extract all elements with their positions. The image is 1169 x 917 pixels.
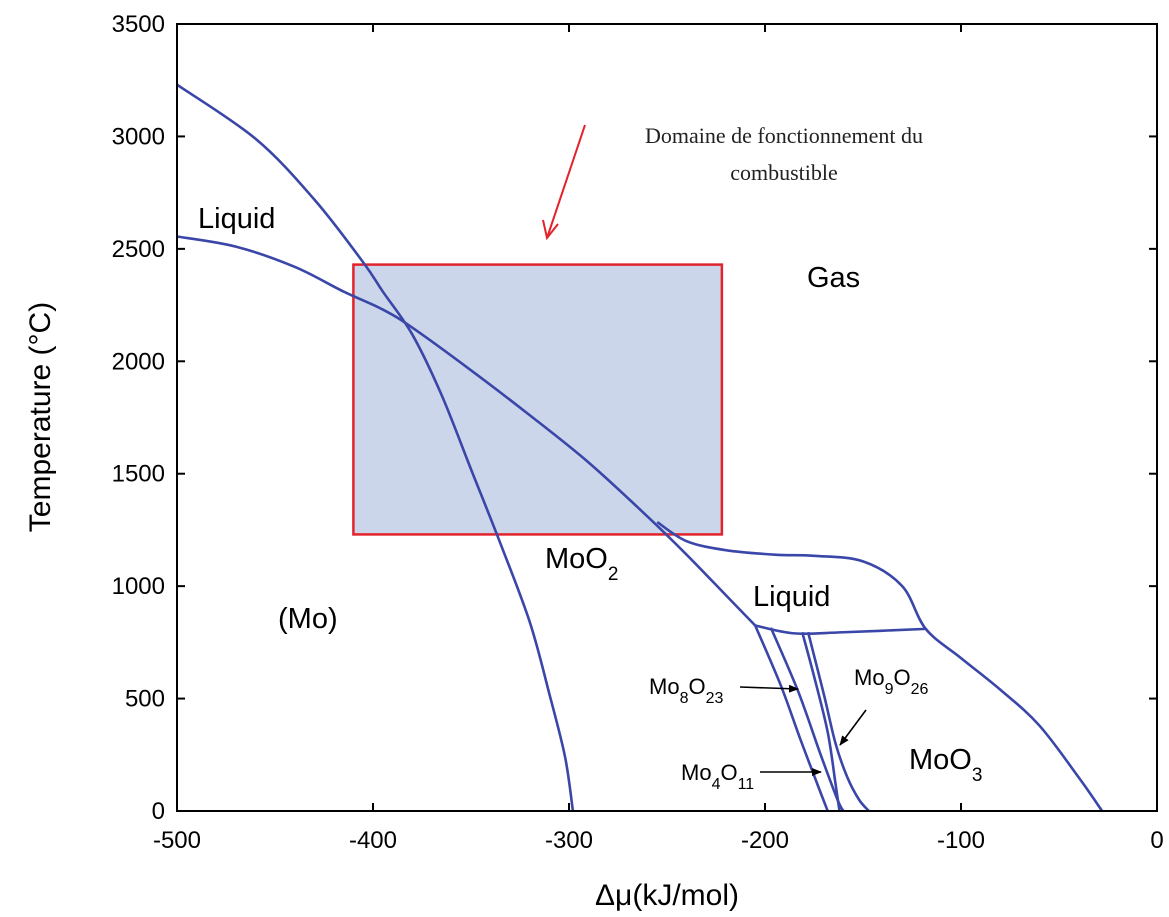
plot-frame: [176, 23, 1158, 812]
liquid-mid-label: Liquid: [753, 581, 830, 613]
mo8o23-arrow: [739, 684, 799, 693]
moo3-base: MoO: [909, 744, 972, 776]
phase-boundary-line-3: [656, 520, 1104, 812]
moo2-base: MoO: [545, 543, 608, 575]
phase-boundary-line-7: [800, 631, 841, 812]
operating-domain-rectangle: [352, 263, 724, 536]
y-tick-label: 2500: [112, 236, 165, 263]
phase-boundary-line-5: [754, 624, 829, 812]
mo4o11-label: Mo4O11: [681, 760, 754, 793]
moo3-sub: 3: [972, 765, 983, 786]
mo8o23-label: Mo8O23: [649, 674, 723, 707]
x-tick-label: -300: [545, 827, 593, 854]
gas-label: Gas: [807, 262, 860, 294]
domain-annotation-line2: combustible: [730, 160, 838, 185]
y-tick-label: 3500: [112, 11, 165, 38]
moo2-label: MoO2: [545, 543, 618, 585]
y-tick-label: 500: [125, 686, 165, 713]
mo-label: (Mo): [278, 603, 338, 635]
x-axis-title: Δμ(kJ/mol): [595, 879, 739, 912]
axis-ticks: [176, 23, 1158, 812]
x-tick-label: -100: [937, 827, 985, 854]
y-axis-title: Temperature (°C): [24, 302, 57, 532]
liquid-top-label: Liquid: [198, 203, 275, 235]
y-axis-title-text: Temperature (°C): [24, 302, 57, 532]
moo3-label: MoO3: [909, 744, 982, 786]
mo9o26-label: Mo9O26: [854, 665, 928, 698]
y-tick-label: 2000: [112, 348, 165, 375]
x-tick-label: -200: [741, 827, 789, 854]
axis-tick-labels: -500 -400 -300 -200 -100 0 0 500 1000 1500 2000 250…: [112, 11, 1164, 854]
x-tick-label: -500: [153, 827, 201, 854]
y-tick-label: 0: [152, 798, 165, 825]
mo9o26-arrow: [839, 709, 867, 746]
phase-boundary-line-4: [754, 624, 926, 636]
y-tick-label: 3000: [112, 123, 165, 150]
phase-boundary-line-1: [176, 83, 575, 812]
phase-boundary-line-6: [769, 627, 845, 812]
moo2-sub: 2: [608, 564, 619, 585]
phase-boundary-curves: [176, 83, 1104, 812]
y-tick-label: 1000: [112, 573, 165, 600]
x-tick-label: 0: [1150, 827, 1163, 854]
phase-boundary-line-2: [176, 235, 757, 627]
x-tick-label: -400: [349, 827, 397, 854]
y-tick-label: 1500: [112, 461, 165, 488]
domain-annotation-line1: Domaine de fonctionnement du: [645, 123, 923, 148]
domain-annotation-arrow: [542, 124, 586, 241]
phase-boundary-line-8: [806, 631, 870, 812]
